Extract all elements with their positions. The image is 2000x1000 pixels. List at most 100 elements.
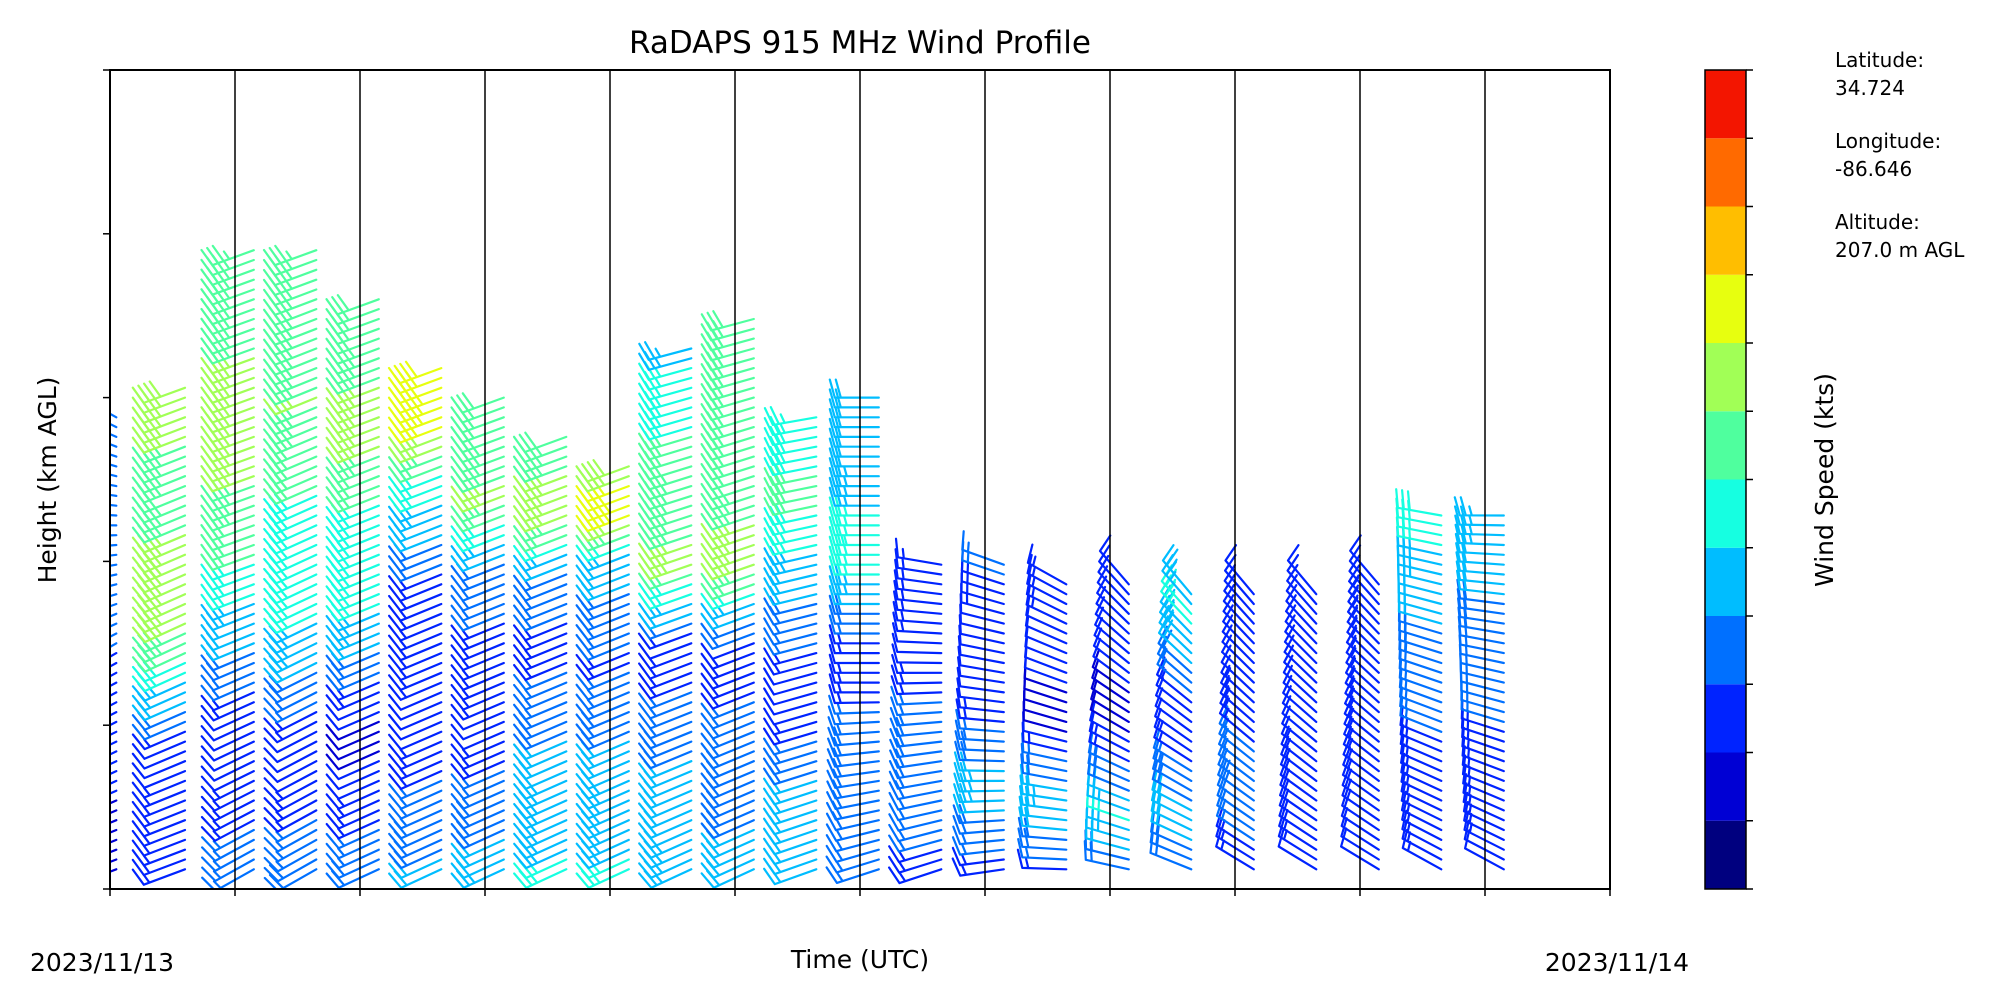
wind-barb xyxy=(1161,544,1193,596)
wind-barb xyxy=(890,696,943,717)
wind-barb xyxy=(513,828,568,850)
wind-barb xyxy=(763,647,818,666)
wind-barb xyxy=(893,590,943,615)
wind-barb xyxy=(263,789,318,813)
wind-barb xyxy=(513,552,568,572)
wind-barb xyxy=(450,573,505,592)
wind-barb xyxy=(131,838,187,857)
wind-barb xyxy=(828,535,880,556)
wind-barb xyxy=(200,569,255,591)
wind-barb xyxy=(325,303,380,326)
wind-barb xyxy=(954,740,1005,763)
wind-barb xyxy=(763,707,818,726)
y-axis-ticks xyxy=(103,69,110,890)
wind-barb xyxy=(575,809,630,830)
wind-barb xyxy=(110,642,118,649)
wind-barb xyxy=(450,622,505,642)
wind-barb xyxy=(826,758,880,779)
wind-barb xyxy=(1093,617,1130,665)
wind-barb xyxy=(828,506,880,527)
wind-barb xyxy=(575,552,630,572)
wind-barb xyxy=(513,691,568,711)
wind-barb xyxy=(325,313,380,336)
wind-barb xyxy=(388,770,443,790)
wind-barb xyxy=(763,565,818,586)
wind-barb xyxy=(953,751,1005,773)
wind-barb xyxy=(763,677,818,696)
wind-barb xyxy=(262,244,318,267)
wind-barb xyxy=(763,687,818,706)
wind-barb xyxy=(263,701,318,724)
wind-barb xyxy=(325,521,380,543)
colorbar-segment xyxy=(1705,752,1746,821)
wind-barb xyxy=(828,684,880,705)
wind-barb xyxy=(388,471,443,494)
wind-barb xyxy=(575,622,630,642)
wind-barb xyxy=(513,530,568,553)
wind-barb xyxy=(763,525,818,546)
wind-barb xyxy=(131,828,187,847)
wind-barb xyxy=(1018,795,1068,822)
wind-barb xyxy=(131,789,187,809)
wind-barb xyxy=(956,677,1005,704)
wind-barb xyxy=(388,789,443,810)
wind-barb xyxy=(450,701,505,721)
wind-barb xyxy=(450,789,505,810)
wind-barb xyxy=(110,828,118,834)
wind-barb xyxy=(891,643,943,665)
wind-barb xyxy=(325,294,380,316)
wind-barb xyxy=(200,529,255,552)
wind-barb xyxy=(1017,816,1068,841)
colorbar-segment xyxy=(1705,820,1746,889)
wind-barb xyxy=(110,819,118,825)
wind-barb xyxy=(200,779,255,802)
wind-barb xyxy=(826,790,880,810)
wind-barb xyxy=(110,799,118,805)
wind-barb xyxy=(763,494,818,516)
wind-barb xyxy=(638,671,693,690)
wind-barb xyxy=(450,760,505,780)
wind-barb xyxy=(110,838,118,844)
wind-barb xyxy=(638,568,693,591)
wind-barb xyxy=(638,600,693,620)
wind-barb xyxy=(638,701,693,720)
wind-barb xyxy=(450,412,505,434)
wind-barb xyxy=(575,828,630,850)
wind-barb xyxy=(325,592,380,613)
wind-barb xyxy=(200,691,255,712)
colorbar xyxy=(1705,70,1746,889)
wind-barb xyxy=(827,705,880,726)
wind-barb xyxy=(700,600,755,621)
wind-barb xyxy=(1286,544,1318,596)
wind-barb xyxy=(1019,774,1068,802)
wind-barb xyxy=(513,573,568,592)
wind-barb xyxy=(951,836,1005,856)
wind-barb xyxy=(891,632,943,655)
wind-barb xyxy=(200,601,255,622)
wind-barb xyxy=(263,799,318,823)
wind-barb xyxy=(450,612,505,632)
wind-barb xyxy=(263,730,318,754)
wind-barb xyxy=(575,540,630,562)
wind-barb xyxy=(513,542,568,563)
wind-barb xyxy=(110,701,118,707)
wind-barb xyxy=(388,602,443,622)
wind-barb xyxy=(200,244,255,267)
wind-barb xyxy=(575,799,630,820)
wind-barb xyxy=(1085,797,1130,832)
colorbar-segment xyxy=(1705,274,1746,343)
wind-barb xyxy=(826,747,880,768)
wind-barb xyxy=(826,800,880,821)
wind-barb xyxy=(263,770,318,793)
wind-barb xyxy=(638,391,693,411)
wind-barb xyxy=(325,730,380,751)
wind-barb xyxy=(575,819,630,840)
altitude-label: Altitude: xyxy=(1835,210,1920,234)
wind-barb xyxy=(828,378,880,399)
wind-barb xyxy=(110,573,118,577)
wind-barb xyxy=(763,444,818,466)
wind-barb xyxy=(955,698,1005,723)
wind-barb xyxy=(894,558,943,586)
latitude-label: Latitude: xyxy=(1835,48,1924,72)
wind-barb xyxy=(387,360,443,385)
